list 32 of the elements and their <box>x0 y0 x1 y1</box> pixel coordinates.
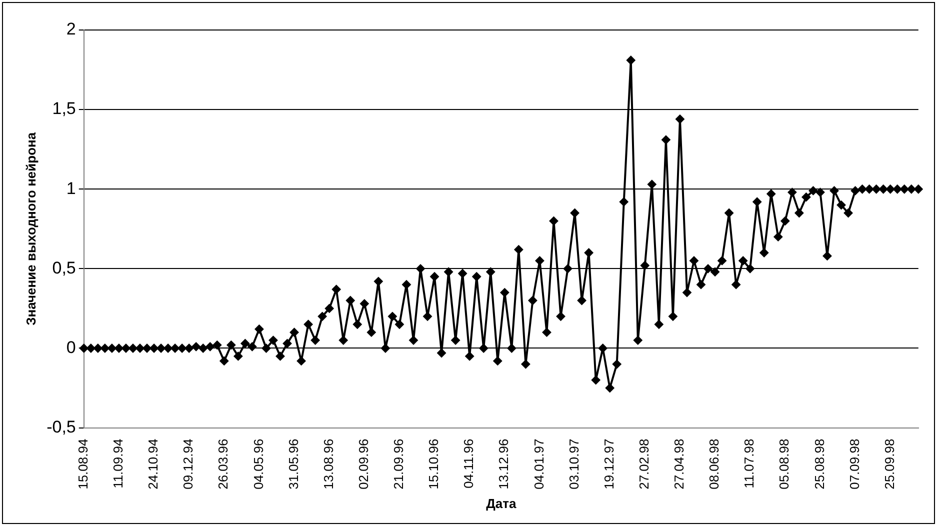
x-tick-label: 21.09.96 <box>391 438 406 490</box>
x-tick-label: 09.12.94 <box>180 438 196 490</box>
x-tick-label: 27.02.98 <box>636 438 652 490</box>
y-tick-label: 2 <box>66 20 76 39</box>
x-tick-label: 02.09.96 <box>356 438 371 490</box>
x-tick-label: 25.09.98 <box>882 438 897 490</box>
x-tick-label: 19.12.97 <box>601 438 616 490</box>
x-tick-label: 04.01.97 <box>531 438 546 490</box>
y-tick-label: 1,5 <box>52 99 76 118</box>
y-tick-label: 0 <box>66 338 76 357</box>
y-tick-label: 1 <box>66 178 76 198</box>
x-tick-label: 13.08.96 <box>320 438 336 490</box>
y-tick-label: 0,5 <box>52 258 76 278</box>
x-tick-label: 13.12.96 <box>496 438 512 490</box>
x-tick-label: 03.10.97 <box>566 438 582 490</box>
x-tick-label: 25.08.98 <box>812 438 827 490</box>
x-tick-label: 04.11.96 <box>461 438 476 488</box>
y-axis-title: Значение выходного нейрона <box>23 132 38 326</box>
x-tick-label: 15.10.96 <box>426 438 442 490</box>
x-tick-label: 27.04.98 <box>672 438 687 490</box>
x-tick-label: 15.08.94 <box>75 438 90 490</box>
x-tick-label: 11.07.98 <box>742 438 757 488</box>
x-tick-label: 07.09.98 <box>846 438 862 490</box>
x-axis-title: Дата <box>486 496 517 511</box>
x-tick-label: 04.05.96 <box>250 438 266 490</box>
x-tick-label: 24.10.94 <box>146 438 161 490</box>
x-tick-label: 11.09.94 <box>110 438 126 488</box>
y-tick-label: -0,5 <box>46 417 76 436</box>
x-tick-label: 31.05.96 <box>286 438 301 490</box>
x-tick-label: 08.06.98 <box>706 438 722 490</box>
x-tick-label: 05.08.98 <box>776 438 792 490</box>
x-tick-label: 26.03.96 <box>216 438 231 490</box>
